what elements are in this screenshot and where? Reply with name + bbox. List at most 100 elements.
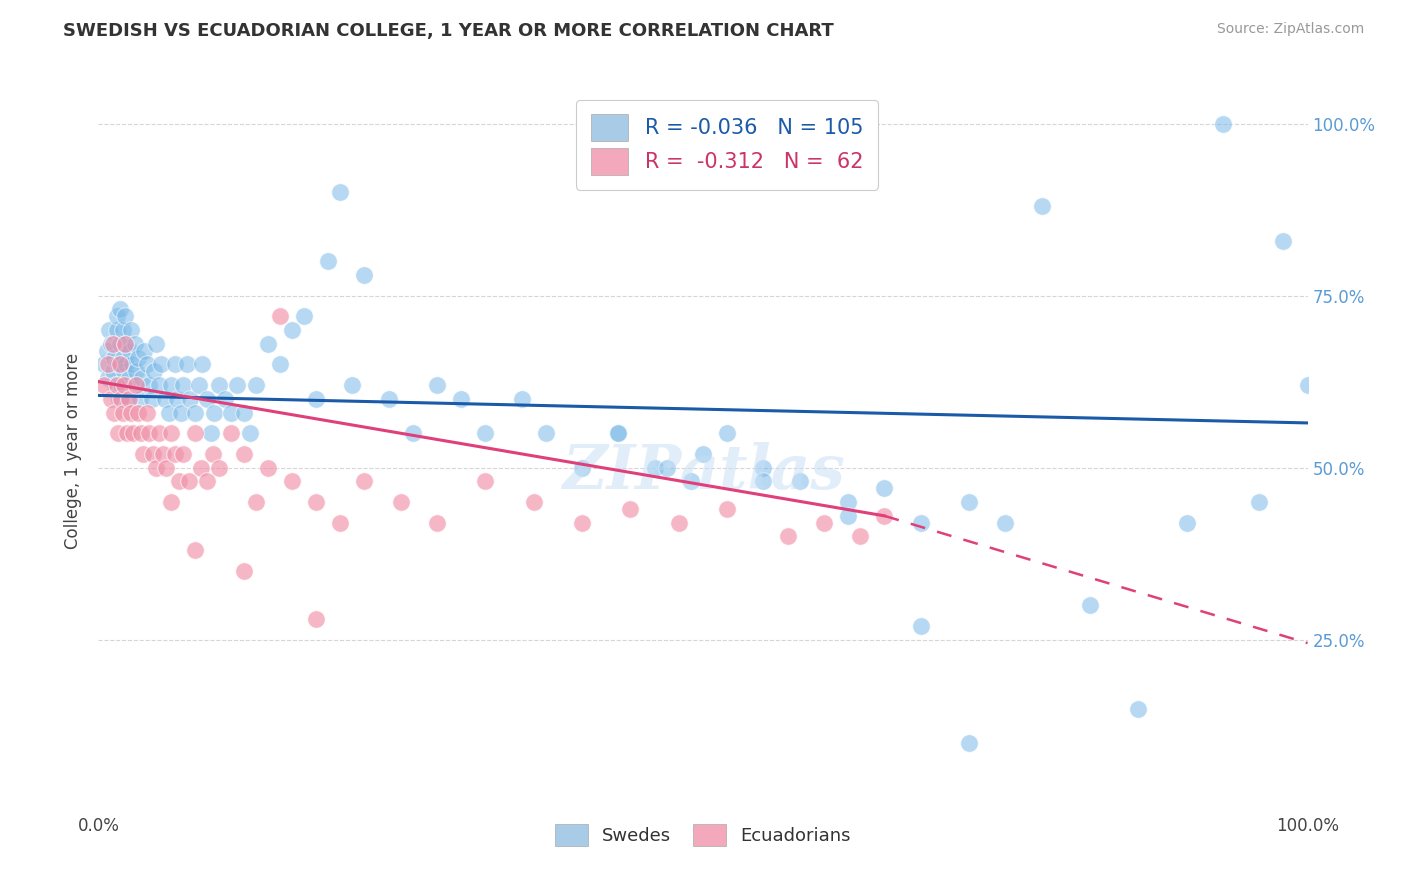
Point xyxy=(1078,599,1101,613)
Point xyxy=(571,516,593,530)
Point xyxy=(329,516,352,530)
Point xyxy=(195,475,218,489)
Point xyxy=(143,364,166,378)
Point xyxy=(120,406,142,420)
Point xyxy=(124,378,146,392)
Point xyxy=(141,392,163,406)
Point xyxy=(692,447,714,461)
Point xyxy=(221,426,243,441)
Point xyxy=(523,495,546,509)
Point xyxy=(101,336,124,351)
Point xyxy=(1272,234,1295,248)
Point xyxy=(232,447,254,461)
Point xyxy=(191,358,214,372)
Point xyxy=(155,460,177,475)
Point xyxy=(281,475,304,489)
Point xyxy=(108,358,131,372)
Point xyxy=(160,378,183,392)
Point xyxy=(208,378,231,392)
Point xyxy=(716,426,738,441)
Point xyxy=(114,310,136,324)
Text: ZIPatlas: ZIPatlas xyxy=(561,442,845,502)
Point xyxy=(114,336,136,351)
Point xyxy=(117,392,139,406)
Point xyxy=(607,426,630,441)
Point xyxy=(104,378,127,392)
Point xyxy=(127,406,149,420)
Point xyxy=(169,406,191,420)
Point xyxy=(114,336,136,351)
Point xyxy=(994,516,1017,530)
Point xyxy=(1212,117,1234,131)
Point xyxy=(120,323,142,337)
Point xyxy=(510,392,533,406)
Point xyxy=(716,502,738,516)
Text: SWEDISH VS ECUADORIAN COLLEGE, 1 YEAR OR MORE CORRELATION CHART: SWEDISH VS ECUADORIAN COLLEGE, 1 YEAR OR… xyxy=(63,22,834,40)
Point xyxy=(150,358,173,372)
Point xyxy=(450,392,472,406)
Point xyxy=(837,495,859,509)
Point xyxy=(353,268,375,282)
Point xyxy=(135,358,157,372)
Point xyxy=(571,460,593,475)
Point xyxy=(103,351,125,365)
Point xyxy=(679,475,702,489)
Point xyxy=(117,426,139,441)
Point xyxy=(1296,378,1319,392)
Point xyxy=(163,447,186,461)
Point xyxy=(145,460,167,475)
Point xyxy=(93,378,115,392)
Point xyxy=(179,392,201,406)
Point xyxy=(208,460,231,475)
Point xyxy=(138,426,160,441)
Point xyxy=(97,371,120,385)
Point xyxy=(166,392,188,406)
Point xyxy=(619,502,641,516)
Point xyxy=(128,392,150,406)
Point xyxy=(160,426,183,441)
Point xyxy=(100,336,122,351)
Point xyxy=(105,310,128,324)
Point xyxy=(256,460,278,475)
Point xyxy=(176,358,198,372)
Point xyxy=(873,508,896,523)
Point xyxy=(163,358,186,372)
Point xyxy=(157,406,180,420)
Point xyxy=(221,406,243,420)
Point xyxy=(353,475,375,489)
Point xyxy=(292,310,315,324)
Point xyxy=(112,364,135,378)
Point xyxy=(115,358,138,372)
Point xyxy=(187,378,209,392)
Point xyxy=(142,447,165,461)
Point xyxy=(160,495,183,509)
Point xyxy=(316,254,339,268)
Text: Source: ZipAtlas.com: Source: ZipAtlas.com xyxy=(1216,22,1364,37)
Point xyxy=(957,736,980,750)
Point xyxy=(190,460,212,475)
Point xyxy=(752,475,775,489)
Point xyxy=(195,392,218,406)
Point xyxy=(152,447,174,461)
Point xyxy=(873,481,896,495)
Point xyxy=(204,406,226,420)
Point xyxy=(132,447,155,461)
Point xyxy=(232,406,254,420)
Point xyxy=(202,447,225,461)
Point xyxy=(169,475,191,489)
Point xyxy=(389,495,412,509)
Point xyxy=(105,378,128,392)
Point xyxy=(269,310,291,324)
Point xyxy=(118,371,141,385)
Point xyxy=(776,529,799,543)
Point xyxy=(426,378,449,392)
Point xyxy=(118,392,141,406)
Point xyxy=(957,495,980,509)
Point xyxy=(103,406,125,420)
Point xyxy=(329,186,352,200)
Point xyxy=(110,378,132,392)
Point xyxy=(184,426,207,441)
Point xyxy=(105,323,128,337)
Point xyxy=(148,378,170,392)
Point xyxy=(125,378,148,392)
